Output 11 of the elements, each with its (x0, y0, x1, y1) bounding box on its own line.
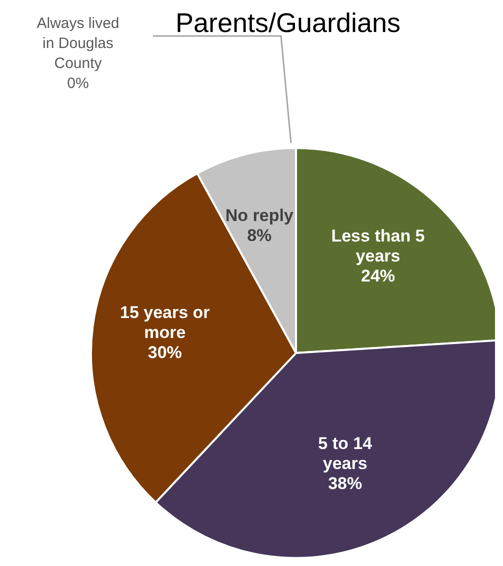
slice-label: Less than 5 years (331, 226, 425, 266)
data-label: 30% (148, 343, 182, 362)
slice-label: 5 to 14 years (318, 434, 373, 474)
category-label: Always lived in Douglas County (36, 15, 120, 72)
data-label: 38% (328, 474, 362, 494)
data-label: 8% (247, 226, 272, 245)
chart-title: Parents/Guardians (174, 8, 402, 39)
slice-label: No reply (225, 206, 294, 225)
data-label: 24% (360, 266, 396, 286)
slice-label: 15 years or more (120, 303, 210, 342)
text: 0% (67, 75, 89, 92)
